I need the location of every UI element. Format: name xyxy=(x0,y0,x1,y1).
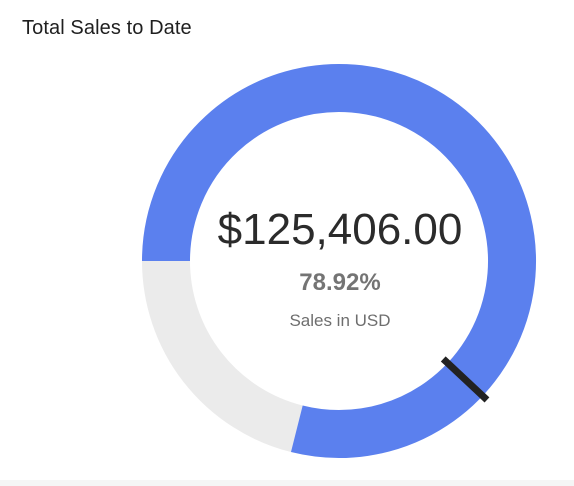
sales-amount: $125,406.00 xyxy=(190,205,490,255)
sales-percent: 78.92% xyxy=(190,269,490,297)
bottom-strip xyxy=(0,480,574,486)
sales-caption: Sales in USD xyxy=(190,311,490,331)
